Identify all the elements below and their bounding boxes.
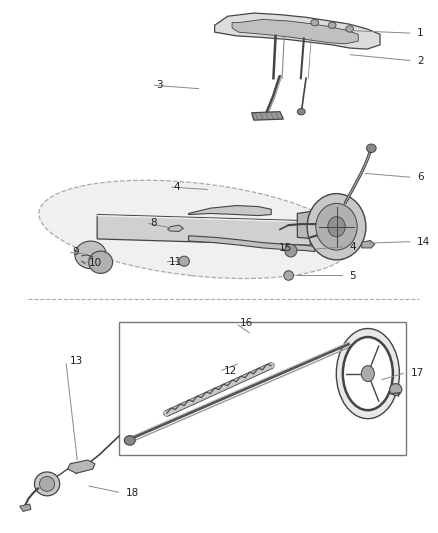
Ellipse shape <box>39 180 351 279</box>
Text: 1: 1 <box>417 28 424 38</box>
Text: 13: 13 <box>70 356 83 366</box>
Ellipse shape <box>328 22 336 28</box>
Polygon shape <box>188 206 271 216</box>
Ellipse shape <box>343 337 393 410</box>
Ellipse shape <box>336 328 399 419</box>
Polygon shape <box>297 211 358 243</box>
Text: 11: 11 <box>169 257 182 266</box>
Text: 10: 10 <box>88 258 102 268</box>
Text: 16: 16 <box>240 318 253 328</box>
Polygon shape <box>67 460 95 473</box>
Text: 4: 4 <box>350 242 356 252</box>
Ellipse shape <box>284 271 293 280</box>
Polygon shape <box>215 13 380 49</box>
Text: 2: 2 <box>417 56 424 66</box>
Polygon shape <box>232 19 358 44</box>
Text: 9: 9 <box>72 247 78 257</box>
Ellipse shape <box>35 472 60 496</box>
Ellipse shape <box>328 216 345 237</box>
Text: 6: 6 <box>417 172 424 182</box>
Polygon shape <box>252 112 283 120</box>
Ellipse shape <box>346 26 353 32</box>
Polygon shape <box>168 225 184 231</box>
Ellipse shape <box>124 435 135 445</box>
Polygon shape <box>362 240 375 248</box>
Ellipse shape <box>285 244 297 257</box>
Text: 17: 17 <box>410 368 424 377</box>
Ellipse shape <box>361 366 374 382</box>
Ellipse shape <box>307 193 366 260</box>
Ellipse shape <box>297 109 305 115</box>
Text: 3: 3 <box>156 80 162 90</box>
Ellipse shape <box>75 241 106 269</box>
Text: 12: 12 <box>223 367 237 376</box>
Text: 15: 15 <box>279 243 292 253</box>
Polygon shape <box>97 215 311 245</box>
Ellipse shape <box>311 19 319 26</box>
Ellipse shape <box>390 384 402 395</box>
Ellipse shape <box>367 144 376 152</box>
Text: 4: 4 <box>173 182 180 192</box>
Text: 14: 14 <box>417 237 430 247</box>
Polygon shape <box>20 504 31 512</box>
Text: 5: 5 <box>350 271 356 280</box>
Ellipse shape <box>179 256 189 266</box>
Text: 18: 18 <box>126 488 139 498</box>
Text: 8: 8 <box>150 218 157 228</box>
Ellipse shape <box>316 204 357 250</box>
Ellipse shape <box>39 477 55 491</box>
Ellipse shape <box>88 251 113 273</box>
Polygon shape <box>188 236 315 252</box>
